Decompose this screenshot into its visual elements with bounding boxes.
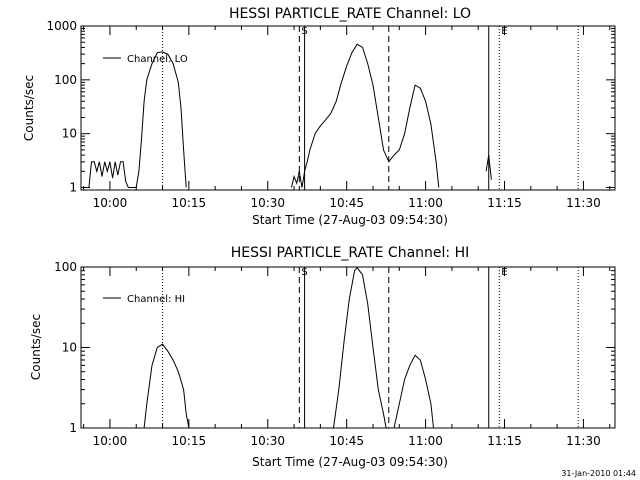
- panel-lo-legend: Channel: LO: [103, 54, 188, 65]
- panel-lo: HESSI PARTICLE_RATE Channel: LO Counts/s…: [22, 6, 616, 227]
- x-tick-label: 10:15: [172, 434, 207, 448]
- y-tick-label: 10: [62, 127, 77, 141]
- panel-hi: HESSI PARTICLE_RATE Channel: HI Counts/s…: [29, 245, 616, 469]
- panel-lo-legend-label: Channel: LO: [127, 54, 188, 65]
- series-line-segment: [333, 266, 387, 429]
- panel-lo-xlabel: Start Time (27-Aug-03 09:54:30): [252, 213, 448, 227]
- x-tick-label: 11:15: [487, 196, 522, 210]
- series-line-segment: [143, 343, 190, 429]
- panel-lo-series: [88, 43, 492, 188]
- x-tick-label: 10:45: [329, 196, 364, 210]
- panel-hi-legend-label: Channel: HI: [127, 294, 185, 305]
- panel-hi-plot-frame: [80, 266, 616, 429]
- panel-lo-title: HESSI PARTICLE_RATE Channel: LO: [229, 6, 471, 22]
- panel-lo-y-ticks: 1 10 100 1000: [46, 19, 615, 195]
- panel-hi-x-ticks: 10:00 10:15 10:30 10:45 11:00 11:15 11:30: [83, 267, 611, 448]
- footer-timestamp: 31-Jan-2010 01:44: [561, 469, 636, 478]
- x-tick-label: 10:45: [329, 434, 364, 448]
- x-tick-label: 10:30: [250, 434, 285, 448]
- panel-lo-x-ticks: 10:00 10:15 10:30 10:45 11:00 11:15 11:30: [83, 26, 611, 210]
- x-tick-label: 10:00: [93, 196, 128, 210]
- panel-hi-markers: SE: [162, 267, 579, 428]
- x-tick-label: 11:15: [487, 434, 522, 448]
- y-tick-label: 1000: [46, 19, 77, 33]
- y-tick-label: 100: [54, 260, 77, 274]
- panel-lo-ylabel: Counts/sec: [22, 75, 36, 141]
- x-tick-label: 11:00: [408, 196, 443, 210]
- marker-label: E: [501, 267, 507, 278]
- y-tick-label: 10: [62, 341, 77, 355]
- panel-hi-xlabel: Start Time (27-Aug-03 09:54:30): [252, 455, 448, 469]
- x-tick-label: 11:30: [566, 196, 601, 210]
- x-tick-label: 11:30: [566, 434, 601, 448]
- panel-lo-markers: SE: [162, 26, 579, 190]
- panel-hi-series: [143, 266, 434, 429]
- x-tick-label: 10:15: [172, 196, 207, 210]
- panel-hi-title: HESSI PARTICLE_RATE Channel: HI: [231, 245, 469, 261]
- series-line-segment: [88, 51, 187, 188]
- panel-hi-legend: Channel: HI: [103, 294, 185, 305]
- panel-hi-y-ticks: 1 10 100: [54, 260, 615, 435]
- x-tick-label: 10:30: [250, 196, 285, 210]
- y-tick-label: 1: [69, 421, 77, 435]
- y-tick-label: 100: [54, 73, 77, 87]
- y-tick-label: 1: [69, 181, 77, 195]
- series-line-segment: [393, 354, 434, 429]
- series-line-segment: [290, 43, 440, 188]
- marker-label: E: [501, 26, 507, 37]
- panel-lo-plot-frame: [80, 25, 616, 191]
- series-line-segment: [485, 155, 492, 180]
- x-tick-label: 10:00: [93, 434, 128, 448]
- x-tick-label: 11:00: [408, 434, 443, 448]
- panel-hi-ylabel: Counts/sec: [29, 314, 43, 380]
